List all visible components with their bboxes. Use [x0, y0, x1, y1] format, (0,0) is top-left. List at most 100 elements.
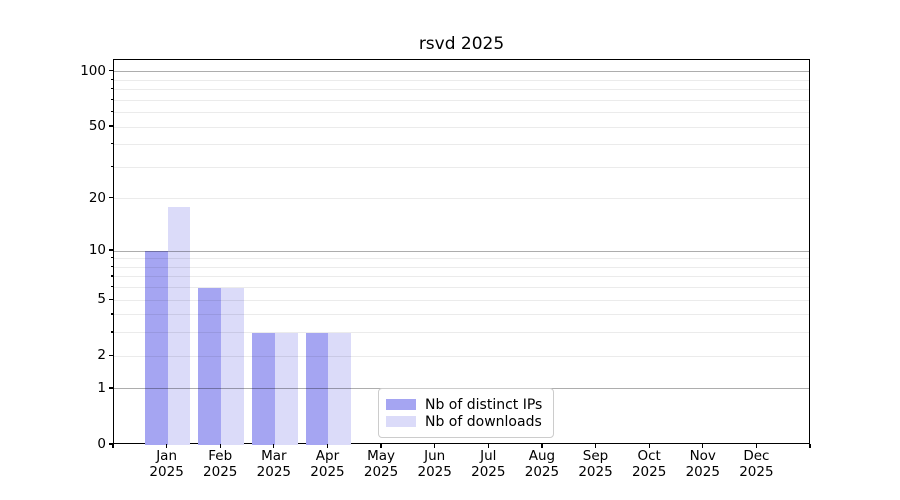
- y-tick-label-2: 2: [97, 347, 106, 364]
- x-tick-month: Aug: [528, 448, 556, 464]
- x-tick-year: 2025: [363, 464, 399, 480]
- gridline-minor-60: [114, 112, 809, 114]
- y-minor-tick-mark-7: [110, 275, 113, 277]
- y-minor-tick-mark-90: [110, 78, 113, 80]
- x-tick-year: 2025: [149, 464, 184, 480]
- y-tick-label-50: 50: [88, 118, 106, 135]
- x-tick-month: Feb: [208, 448, 233, 464]
- x-tick-label-jul: Jul 2025: [448, 448, 528, 480]
- legend-row-nb-of-downloads: Nb of downloads: [386, 413, 542, 430]
- y-tick-mark-1: [109, 387, 113, 389]
- x-tick-mark-sep: [594, 444, 597, 448]
- y-minor-tick-mark-60: [110, 111, 113, 113]
- y-tick-label-0: 0: [97, 436, 106, 452]
- legend-label-nb-of-downloads: Nb of downloads: [425, 413, 542, 430]
- x-tick-month: Oct: [637, 448, 661, 464]
- legend-row-nb-of-distinct-ips: Nb of distinct IPs: [386, 396, 542, 413]
- legend-swatch-nb-of-distinct-ips: [386, 399, 416, 410]
- x-tick-mark-apr: [326, 444, 329, 448]
- x-tick-year: 2025: [631, 464, 667, 480]
- gridline-minor-9: [114, 258, 809, 260]
- legend: Nb of distinct IPs Nb of downloads: [378, 388, 555, 438]
- x-tick-month: Jul: [480, 448, 497, 464]
- x-tick-mark-oct: [648, 444, 650, 448]
- y-tick-label-1: 1: [97, 379, 106, 396]
- y-minor-tick-mark-80: [110, 88, 113, 90]
- gridline-minor-7: [114, 276, 809, 278]
- y-minor-tick-mark-5: [110, 298, 113, 300]
- y-minor-tick-mark-50: [110, 125, 113, 127]
- x-tick-month: Nov: [689, 448, 716, 464]
- y-minor-tick-mark-4: [110, 313, 113, 315]
- x-tick-mark-edge: [112, 444, 114, 448]
- x-tick-year: 2025: [739, 464, 774, 480]
- x-tick-month: Jan: [156, 448, 178, 464]
- x-tick-label-may: May 2025: [341, 448, 421, 480]
- bar-nb-of-distinct-ips-feb: [198, 287, 222, 445]
- gridline-minor-90: [114, 79, 809, 81]
- gridline-minor-4: [114, 314, 809, 316]
- x-tick-year: 2025: [471, 464, 506, 480]
- gridline-minor-20: [114, 198, 809, 200]
- gridline-minor-30: [114, 166, 809, 168]
- x-tick-mark-nov: [702, 444, 704, 448]
- gridline-major-100: [114, 71, 809, 73]
- x-tick-year: 2025: [685, 464, 720, 480]
- x-tick-month: Dec: [743, 448, 770, 464]
- x-tick-year: 2025: [524, 464, 560, 480]
- y-tick-mark-100: [109, 70, 113, 72]
- x-tick-label-jan: Jan 2025: [127, 448, 207, 480]
- x-tick-mark-may: [380, 444, 382, 448]
- x-tick-label-oct: Oct 2025: [609, 448, 689, 480]
- y-minor-tick-mark-6: [110, 286, 113, 288]
- x-tick-label-apr: Apr 2025: [287, 448, 367, 480]
- y-minor-tick-mark-30: [110, 165, 113, 167]
- gridline-minor-3: [114, 332, 809, 334]
- y-minor-tick-mark-3: [110, 331, 113, 333]
- x-tick-mark-mar: [273, 444, 275, 448]
- x-tick-label-nov: Nov 2025: [663, 448, 743, 480]
- x-tick-mark-jul: [487, 444, 489, 448]
- legend-label-nb-of-distinct-ips: Nb of distinct IPs: [425, 396, 543, 413]
- x-tick-mark-dec: [755, 444, 757, 448]
- x-tick-month: Sep: [582, 448, 609, 464]
- y-minor-tick-mark-9: [110, 257, 113, 259]
- y-tick-mark-10: [109, 249, 113, 251]
- bar-nb-of-downloads-apr: [328, 332, 352, 445]
- x-tick-mark-aug: [541, 444, 543, 448]
- x-tick-label-feb: Feb 2025: [180, 448, 260, 480]
- gridline-minor-5: [114, 299, 809, 301]
- gridline-minor-6: [114, 287, 809, 289]
- bar-nb-of-distinct-ips-jan: [144, 251, 168, 445]
- y-tick-label-100: 100: [80, 62, 106, 79]
- gridline-minor-40: [114, 144, 809, 146]
- y-minor-tick-mark-70: [110, 98, 113, 100]
- bar-nb-of-downloads-feb: [221, 287, 244, 445]
- x-tick-year: 2025: [203, 464, 238, 480]
- x-tick-label-mar: Mar 2025: [234, 448, 314, 480]
- x-tick-month: Apr: [315, 448, 340, 464]
- y-tick-label-5: 5: [97, 291, 106, 308]
- x-tick-label-dec: Dec 2025: [716, 448, 796, 480]
- y-minor-tick-mark-40: [110, 143, 113, 145]
- plot-area: [113, 59, 810, 445]
- chart-title: rsvd 2025: [418, 34, 505, 54]
- x-tick-month: Jun: [424, 448, 446, 464]
- bar-nb-of-downloads-jan: [167, 206, 191, 445]
- x-tick-year: 2025: [310, 464, 345, 480]
- bar-nb-of-distinct-ips-apr: [305, 332, 329, 445]
- x-tick-year: 2025: [578, 464, 613, 480]
- bar-nb-of-distinct-ips-mar: [252, 332, 275, 445]
- x-tick-month: Mar: [261, 448, 287, 464]
- y-tick-label-10: 10: [88, 242, 106, 259]
- x-tick-label-jun: Jun 2025: [395, 448, 475, 480]
- y-minor-tick-mark-2: [110, 354, 113, 356]
- legend-swatch-nb-of-downloads: [386, 416, 416, 427]
- y-tick-mark-0: [109, 443, 113, 445]
- y-minor-tick-mark-20: [110, 197, 113, 199]
- x-tick-mark-feb: [219, 444, 221, 448]
- gridline-minor-2: [114, 355, 809, 357]
- gridline-minor-70: [114, 99, 809, 101]
- gridline-minor-80: [114, 89, 809, 91]
